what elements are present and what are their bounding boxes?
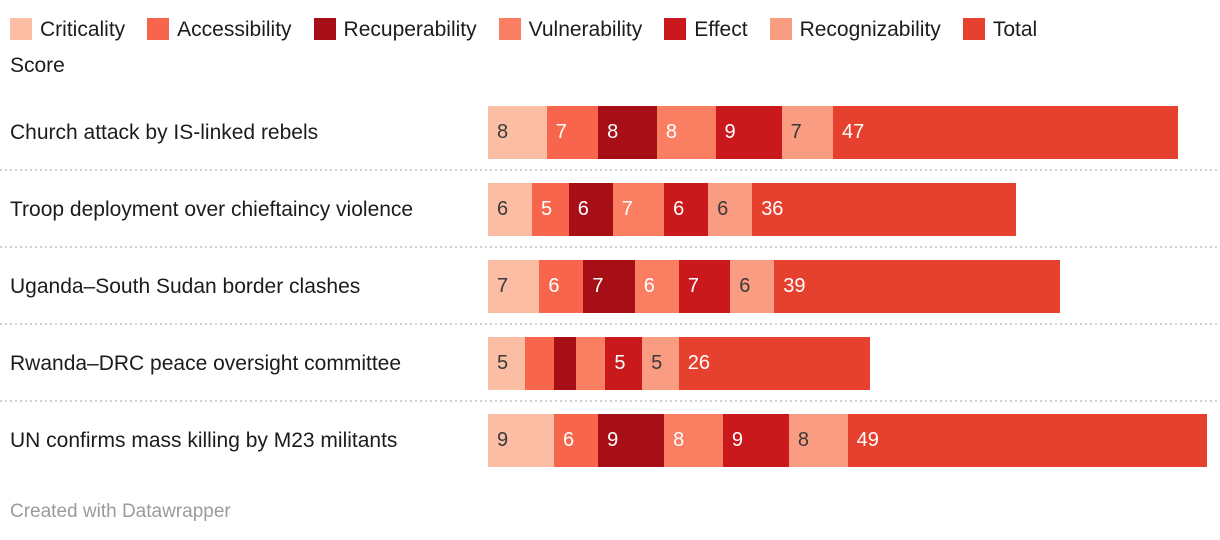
legend-label: Recognizability [799,18,941,41]
bar-segment[interactable] [554,337,577,390]
bar-segment[interactable]: 39 [774,260,1061,313]
legend-item-criticality: Criticality [10,12,125,48]
legend-item-vulnerability: Vulnerability [498,12,643,48]
footer-attribution: Created with Datawrapper [10,501,231,522]
stacked-bar: 8 7 8 8 9 7 47 [488,106,1178,159]
bar-segment[interactable]: 6 [634,260,679,313]
bar-segment[interactable]: 9 [715,106,782,159]
table-row: Troop deployment over chieftaincy violen… [0,171,1220,248]
bar-segment[interactable]: 8 [598,106,657,159]
row-label: Rwanda–DRC peace oversight committee [10,351,402,375]
row-label: Uganda–South Sudan border clashes [10,274,361,298]
legend-item-total-score: Total [962,18,1038,41]
legend-label: Recuperability [343,18,477,41]
bar-segment[interactable] [524,337,555,390]
row-label: Church attack by IS-linked rebels [10,120,319,144]
legend-swatch-icon [769,18,792,40]
bar-segment[interactable]: 6 [708,183,753,236]
legend-label: Effect [694,18,748,41]
table-row: UN confirms mass killing by M23 militant… [0,402,1220,479]
bar-segment[interactable]: 49 [847,414,1208,467]
bar-segment[interactable]: 47 [832,106,1178,159]
stacked-bar: 6 5 6 7 6 6 36 [488,183,1017,236]
legend-swatch-icon [147,18,170,40]
bar-segment[interactable]: 6 [568,183,613,236]
bar-segment[interactable]: 9 [722,414,789,467]
bar-segment[interactable]: 26 [678,337,870,390]
bar-segment[interactable]: 6 [664,183,709,236]
legend-label: Accessibility [177,18,292,41]
legend-swatch-icon [664,18,687,40]
bar-segment[interactable]: 8 [488,106,547,159]
legend-item-recognizability: Recognizability [769,12,941,48]
bar-segment[interactable]: 8 [664,414,723,467]
table-row: Church attack by IS-linked rebels 8 7 8 8 9 7 4… [0,94,1220,171]
legend-swatch-icon [313,18,336,40]
bar-segment[interactable]: 5 [532,183,569,236]
table-row: Rwanda–DRC peace oversight committee 5 5 5 2… [0,325,1220,402]
bar-segment[interactable]: 36 [752,183,1017,236]
bar-segment[interactable]: 5 [605,337,643,390]
legend-label: Vulnerability [528,18,643,41]
legend-swatch-icon [498,18,521,40]
bar-segment[interactable]: 9 [598,414,665,467]
row-label: UN confirms mass killing by M23 militant… [10,428,398,452]
bar-segment[interactable]: 8 [788,414,848,467]
bar-segment[interactable]: 5 [488,337,525,390]
stacked-bar: 9 6 9 8 9 8 49 [488,414,1208,467]
legend: Criticality Accessibility Recuperability Vu… [0,0,1220,84]
legend-swatch-icon [962,18,985,40]
bar-segment[interactable]: 7 [678,260,731,313]
bar-segment[interactable]: 9 [488,414,555,467]
bar-segment[interactable]: 6 [488,183,533,236]
stacked-bar: 5 5 5 26 [488,337,870,390]
legend-label: Total [992,18,1038,41]
bar-segment[interactable]: 8 [656,106,716,159]
bar-segment[interactable]: 7 [488,260,540,313]
stacked-bar: 7 6 7 6 7 6 39 [488,260,1061,313]
legend-label-continuation: Score [10,54,65,77]
row-label: Troop deployment over chieftaincy violen… [10,197,414,221]
table-row: Uganda–South Sudan border clashes 7 6 7 6 7 6 3… [0,248,1220,325]
bar-segment[interactable]: 6 [554,414,599,467]
legend-item-effect: Effect [664,12,748,48]
bar-segment[interactable]: 6 [539,260,584,313]
bar-segment[interactable]: 7 [546,106,599,159]
legend-swatch-icon [10,18,32,40]
bar-segment[interactable]: 7 [781,106,833,159]
bar-segment[interactable] [576,337,606,390]
legend-item-recuperability: Recuperability [313,12,477,48]
bar-segment[interactable]: 7 [612,183,665,236]
bar-segment[interactable]: 6 [730,260,775,313]
rows: Church attack by IS-linked rebels 8 7 8 8 9 7 4… [0,94,1220,479]
bar-segment[interactable]: 7 [583,260,635,313]
bar-segment[interactable]: 5 [642,337,679,390]
legend-label: Criticality [40,18,126,41]
legend-item-accessibility: Accessibility [147,12,292,48]
